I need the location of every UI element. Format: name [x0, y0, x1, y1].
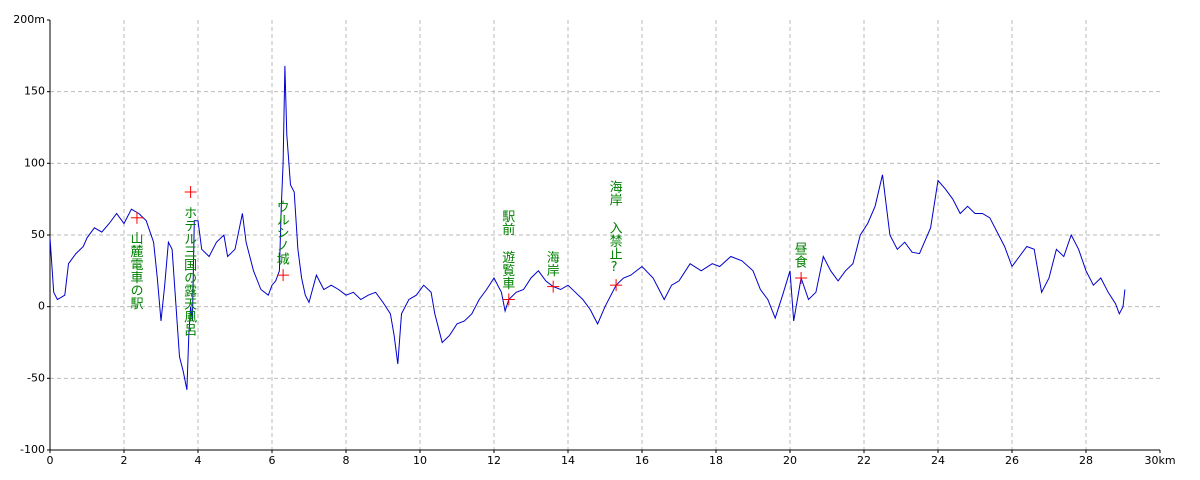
- y-tick-label: 200m: [13, 13, 45, 26]
- y-tick-label: 50: [31, 228, 45, 241]
- annotation-label: 海岸 入禁止?: [607, 180, 623, 275]
- annotation-label: ホテル三国の露天風呂: [181, 206, 197, 336]
- x-tick-label: 6: [269, 454, 276, 467]
- x-tick-label: 16: [635, 454, 649, 467]
- y-tick-label: 150: [24, 85, 45, 98]
- x-tick-label: 12: [487, 454, 501, 467]
- annotation-label: 駅前 遊覧車: [499, 210, 515, 290]
- annotation-label: 山麓電車の駅: [127, 232, 143, 311]
- x-tick-label: 28: [1079, 454, 1093, 467]
- annotation-marker: [502, 293, 515, 306]
- x-tick-label: 30km: [1144, 454, 1175, 467]
- annotation-label: ウルシノ城: [274, 200, 290, 266]
- annotation-label: 昼食: [792, 242, 808, 268]
- x-tick-label: 24: [931, 454, 945, 467]
- x-tick-label: 0: [47, 454, 54, 467]
- annotation-marker: [795, 272, 808, 284]
- y-tick-label: 100: [24, 156, 45, 169]
- annotation-marker: [610, 279, 623, 292]
- x-tick-label: 22: [857, 454, 871, 467]
- x-tick-label: 2: [121, 454, 128, 467]
- x-tick-label: 18: [709, 454, 723, 467]
- x-tick-label: 8: [343, 454, 350, 467]
- x-tick-label: 14: [561, 454, 575, 467]
- y-tick-label: -100: [20, 443, 45, 456]
- x-tick-label: 20: [783, 454, 797, 467]
- y-tick-label: -50: [27, 371, 45, 384]
- annotation-label: 海岸: [544, 251, 560, 277]
- annotation-marker: [547, 280, 560, 293]
- annotation-marker: [130, 211, 143, 224]
- y-tick-label: 0: [38, 300, 45, 313]
- annotation-marker: [277, 269, 290, 282]
- x-tick-label: 4: [195, 454, 202, 467]
- annotation-marker: [184, 186, 197, 198]
- elevation-line: [49, 65, 1126, 390]
- x-tick-label: 10: [413, 454, 427, 467]
- x-tick-label: 26: [1005, 454, 1019, 467]
